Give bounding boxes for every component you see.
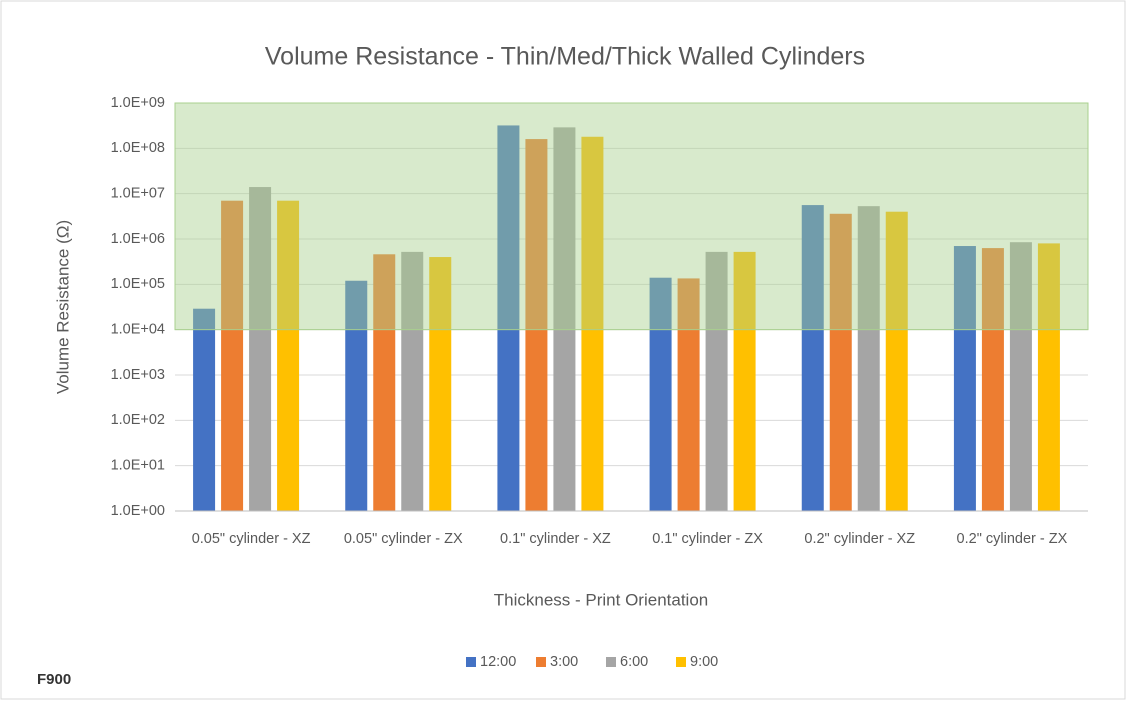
bar	[429, 257, 452, 511]
x-tick-label: 0.1" cylinder - XZ	[500, 531, 611, 547]
bar	[249, 187, 272, 512]
bar	[733, 251, 756, 511]
y-tick-label: 1.0E+01	[111, 457, 165, 473]
bar	[525, 139, 548, 511]
y-tick-label: 1.0E+08	[111, 140, 165, 156]
bar	[1009, 242, 1032, 511]
legend-label: 3:00	[550, 654, 578, 670]
x-tick-label: 0.1" cylinder - ZX	[652, 531, 763, 547]
y-tick-label: 1.0E+05	[111, 276, 165, 292]
bar	[981, 248, 1004, 511]
x-tick-label: 0.05" cylinder - ZX	[343, 531, 463, 547]
y-tick-label: 1.0E+04	[111, 321, 165, 337]
y-tick-label: 1.0E+07	[111, 185, 165, 201]
x-tick-label: 0.2" cylinder - XZ	[804, 531, 916, 547]
bar	[953, 246, 976, 511]
bar	[801, 205, 824, 511]
bar	[373, 254, 396, 511]
bar	[677, 278, 700, 511]
bar	[401, 251, 424, 511]
bar	[649, 277, 672, 511]
shaded-range	[174, 102, 1089, 331]
y-tick-label: 1.0E+06	[111, 231, 165, 247]
legend-swatch	[536, 657, 546, 667]
bar	[193, 308, 216, 511]
legend-swatch	[676, 657, 686, 667]
bar	[277, 200, 300, 511]
bar	[1037, 243, 1060, 511]
y-axis-title: Volume Resistance (Ω)	[53, 220, 72, 394]
y-tick-label: 1.0E+02	[111, 412, 165, 428]
x-tick-label: 0.2" cylinder - ZX	[956, 531, 1068, 547]
legend-label: 12:00	[480, 654, 516, 670]
y-tick-label: 1.0E+03	[111, 367, 165, 383]
legend-swatch	[606, 657, 616, 667]
legend-swatch	[466, 657, 476, 667]
footnote: F900	[37, 671, 71, 688]
y-tick-label: 1.0E+00	[111, 503, 165, 519]
bar	[497, 125, 520, 512]
bar	[553, 127, 576, 512]
x-axis-title: Thickness - Print Orientation	[494, 590, 708, 609]
bar	[829, 213, 852, 512]
bar	[857, 206, 880, 512]
chart-title: Volume Resistance - Thin/Med/Thick Walle…	[265, 43, 865, 71]
bar	[705, 251, 728, 511]
x-tick-label: 0.05" cylinder - XZ	[191, 531, 311, 547]
bar	[581, 136, 604, 511]
legend-label: 6:00	[620, 654, 648, 670]
bar	[885, 211, 908, 512]
y-tick-label: 1.0E+09	[111, 95, 165, 111]
bar	[345, 280, 368, 511]
bar	[221, 200, 244, 511]
legend-label: 9:00	[690, 654, 718, 670]
